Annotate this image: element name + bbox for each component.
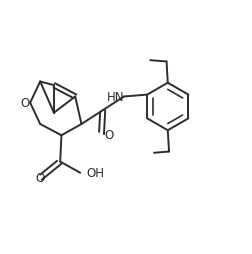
Text: O: O (20, 97, 30, 110)
Text: OH: OH (86, 167, 104, 180)
Text: O: O (104, 128, 113, 141)
Text: HN: HN (106, 91, 123, 104)
Text: O: O (36, 172, 45, 185)
